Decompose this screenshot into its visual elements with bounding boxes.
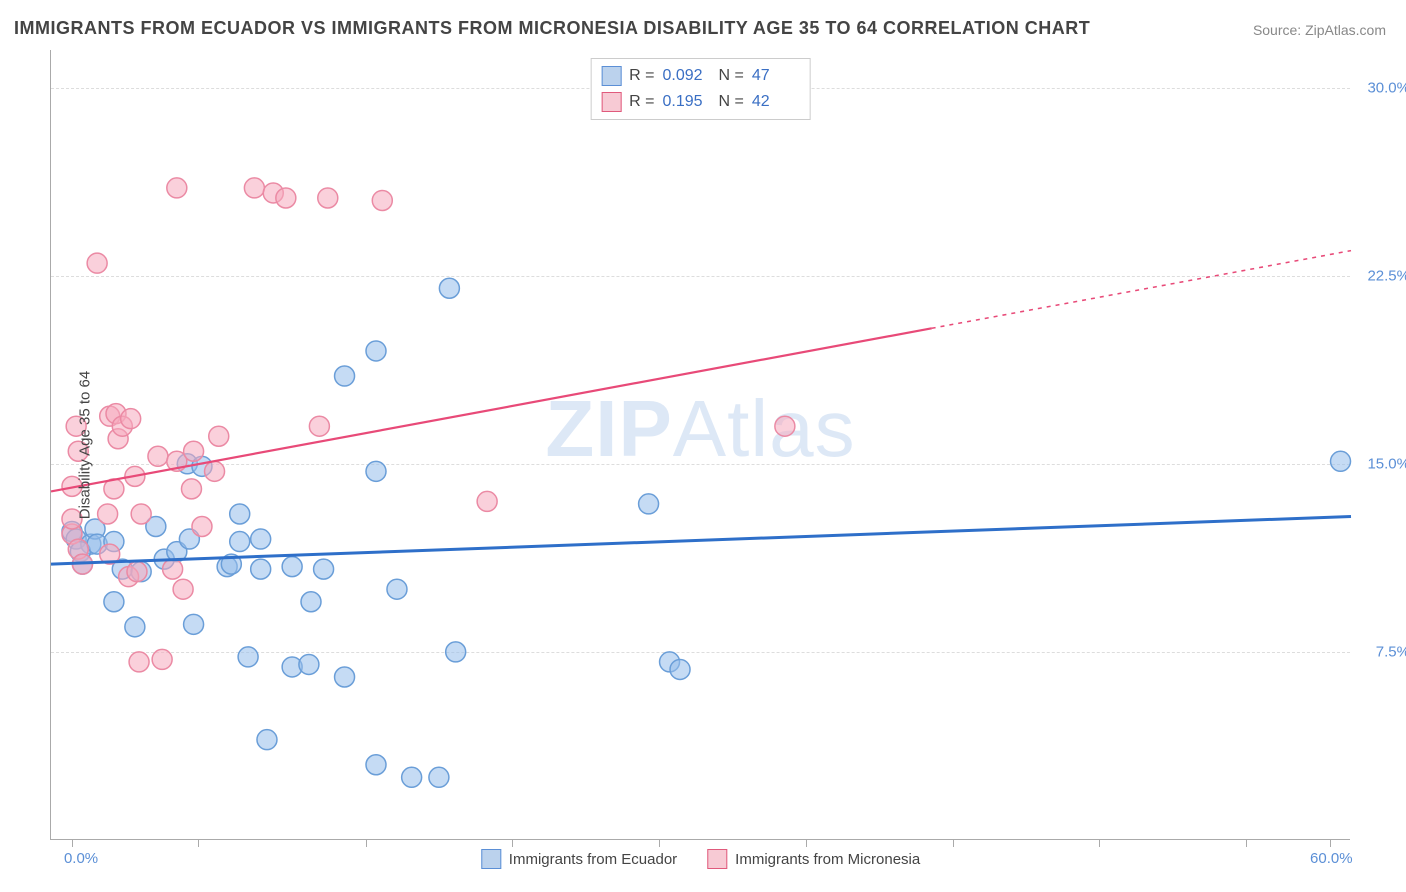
scatter-point <box>299 654 319 674</box>
r-value: 0.092 <box>663 67 711 85</box>
y-axis-label: Disability Age 35 to 64 <box>77 370 94 518</box>
chart-container: ZIPAtlas R = 0.092 N = 47 R = 0.195 N = … <box>50 50 1350 840</box>
y-tick-label: 22.5% <box>1367 267 1406 284</box>
scatter-point <box>639 494 659 514</box>
scatter-svg <box>51 50 1351 840</box>
scatter-point <box>163 559 183 579</box>
x-tick <box>512 839 513 847</box>
legend-row-ecuador: R = 0.092 N = 47 <box>601 63 800 89</box>
legend-item-micronesia: Immigrants from Micronesia <box>707 849 920 869</box>
chart-title: IMMIGRANTS FROM ECUADOR VS IMMIGRANTS FR… <box>14 18 1090 39</box>
plot-area: ZIPAtlas R = 0.092 N = 47 R = 0.195 N = … <box>50 50 1350 840</box>
scatter-point <box>775 416 795 436</box>
scatter-point <box>282 557 302 577</box>
scatter-point <box>205 461 225 481</box>
legend-label: Immigrants from Ecuador <box>509 851 677 868</box>
swatch-pink-icon <box>707 849 727 869</box>
legend-row-micronesia: R = 0.195 N = 42 <box>601 89 800 115</box>
scatter-point <box>121 409 141 429</box>
scatter-point <box>184 441 204 461</box>
scatter-point <box>244 178 264 198</box>
scatter-point <box>1331 451 1351 471</box>
scatter-point <box>251 559 271 579</box>
scatter-point <box>257 730 277 750</box>
scatter-point <box>301 592 321 612</box>
y-tick-label: 30.0% <box>1367 79 1406 96</box>
scatter-point <box>251 529 271 549</box>
scatter-point <box>104 592 124 612</box>
scatter-point <box>98 504 118 524</box>
scatter-point <box>439 278 459 298</box>
scatter-point <box>173 579 193 599</box>
scatter-point <box>366 755 386 775</box>
legend-item-ecuador: Immigrants from Ecuador <box>481 849 677 869</box>
scatter-point <box>181 479 201 499</box>
x-tick-label: 0.0% <box>64 850 98 867</box>
scatter-point <box>209 426 229 446</box>
x-tick <box>198 839 199 847</box>
r-label: R = <box>629 93 654 111</box>
x-tick <box>1330 839 1331 847</box>
scatter-point <box>125 617 145 637</box>
scatter-point <box>314 559 334 579</box>
n-value: 42 <box>752 93 800 111</box>
scatter-point <box>184 614 204 634</box>
scatter-point <box>387 579 407 599</box>
x-tick <box>366 839 367 847</box>
scatter-point <box>335 667 355 687</box>
scatter-point <box>230 504 250 524</box>
swatch-blue-icon <box>481 849 501 869</box>
scatter-point <box>276 188 296 208</box>
scatter-point <box>127 562 147 582</box>
scatter-point <box>366 461 386 481</box>
swatch-blue-icon <box>601 66 621 86</box>
scatter-point <box>477 491 497 511</box>
scatter-point <box>148 446 168 466</box>
scatter-point <box>670 659 690 679</box>
scatter-point <box>152 649 172 669</box>
scatter-point <box>87 253 107 273</box>
source-label: Source: ZipAtlas.com <box>1253 22 1386 38</box>
scatter-point <box>230 532 250 552</box>
scatter-point <box>429 767 449 787</box>
x-tick <box>953 839 954 847</box>
r-label: R = <box>629 67 654 85</box>
scatter-point <box>167 178 187 198</box>
x-tick <box>72 839 73 847</box>
x-tick <box>1246 839 1247 847</box>
legend-top: R = 0.092 N = 47 R = 0.195 N = 42 <box>590 58 811 120</box>
n-label: N = <box>719 93 744 111</box>
x-tick <box>659 839 660 847</box>
x-tick <box>806 839 807 847</box>
scatter-point <box>238 647 258 667</box>
legend-label: Immigrants from Micronesia <box>735 851 920 868</box>
scatter-point <box>192 517 212 537</box>
n-value: 47 <box>752 67 800 85</box>
x-tick <box>1099 839 1100 847</box>
scatter-point <box>318 188 338 208</box>
x-tick-label: 60.0% <box>1310 850 1353 867</box>
scatter-point <box>446 642 466 662</box>
scatter-point <box>309 416 329 436</box>
scatter-point <box>129 652 149 672</box>
scatter-point <box>402 767 422 787</box>
legend-bottom: Immigrants from Ecuador Immigrants from … <box>481 849 920 869</box>
swatch-pink-icon <box>601 92 621 112</box>
y-tick-label: 7.5% <box>1376 643 1406 660</box>
trend-line-dashed <box>932 251 1351 329</box>
scatter-point <box>335 366 355 386</box>
trend-line <box>51 328 932 491</box>
y-tick-label: 15.0% <box>1367 455 1406 472</box>
r-value: 0.195 <box>663 93 711 111</box>
scatter-point <box>372 190 392 210</box>
scatter-point <box>131 504 151 524</box>
scatter-point <box>366 341 386 361</box>
n-label: N = <box>719 67 744 85</box>
